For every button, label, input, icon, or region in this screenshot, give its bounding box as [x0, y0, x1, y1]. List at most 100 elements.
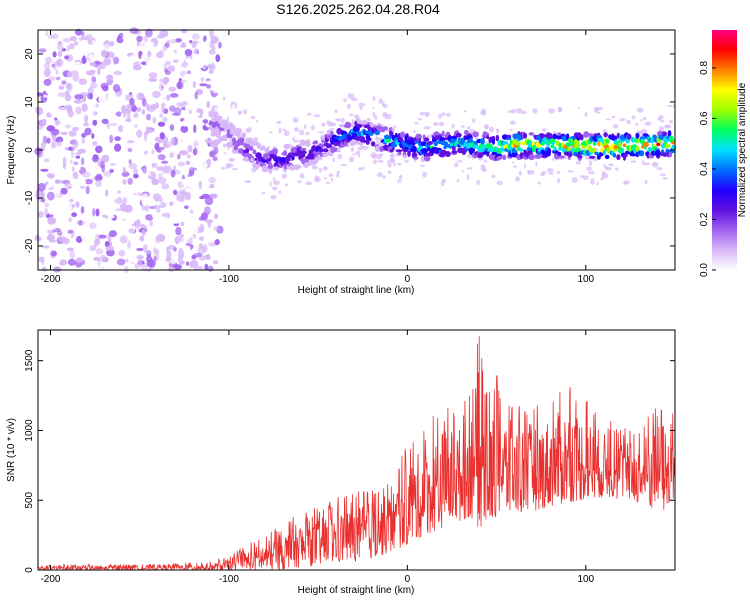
spectrogram-noise-cell — [66, 45, 70, 52]
spectrogram-noise-cell — [189, 259, 199, 268]
spectrogram-noise-cell — [154, 136, 162, 142]
spectrogram-faint-cell — [350, 146, 355, 153]
spectrogram-noise-cell — [212, 37, 218, 44]
spectrogram-faint-cell — [480, 165, 486, 172]
spectrogram-noise-cell — [110, 150, 116, 155]
spectrogram-faint-cell — [331, 122, 337, 127]
spectrogram-noise-cell — [130, 53, 139, 60]
spectrogram-noise-cell — [52, 159, 58, 168]
spectrogram-faint-cell — [350, 97, 358, 102]
spectrogram-faint-cell — [282, 128, 287, 132]
spectrogram-noise-cell — [109, 122, 118, 127]
spectrogram-noise-cell — [58, 236, 67, 243]
spectrogram-faint-cell — [419, 164, 425, 167]
spectrogram-noise-cell — [173, 189, 178, 196]
spectrogram-noise-cell — [184, 49, 193, 57]
spectrogram-ridge-cell — [589, 155, 596, 159]
spectrogram-noise-cell — [199, 257, 207, 261]
spectrogram-noise-cell — [206, 100, 210, 109]
spectrogram-faint-cell — [515, 176, 520, 182]
spectrogram-noise-cell — [168, 244, 176, 250]
spectrogram-noise-cell — [158, 187, 164, 196]
spectrogram-faint-cell — [372, 95, 376, 102]
spectrogram-faint-cell — [276, 120, 282, 125]
spectrogram-noise-cell — [97, 175, 103, 181]
spectrogram-noise-cell — [209, 151, 215, 158]
spectrogram-noise-cell — [47, 236, 52, 241]
spectrogram-faint-cell — [245, 129, 252, 133]
spectrogram-faint-cell — [305, 181, 313, 186]
spectrogram-ridge-cell — [283, 150, 288, 156]
spectrogram-noise-cell — [103, 171, 112, 177]
spectrogram-ridge-cell — [232, 137, 236, 144]
spectrogram-faint-cell — [392, 125, 397, 129]
spectrogram-noise-cell — [94, 175, 99, 182]
spectrogram-noise-cell — [114, 136, 121, 142]
spectrogram-noise-cell — [182, 118, 187, 127]
spectrogram-faint-cell — [398, 174, 403, 180]
spectrogram-ridge-cell — [299, 150, 307, 155]
spectrogram-noise-cell — [178, 145, 184, 150]
spectrogram-noise-cell — [81, 132, 87, 138]
spectrogram-faint-cell — [496, 180, 504, 186]
spectrogram-noise-cell — [71, 203, 75, 209]
spectrogram-faint-cell — [662, 177, 668, 180]
spectrogram-ridge-cell — [627, 133, 632, 140]
spectrogram-noise-cell — [105, 245, 115, 251]
spectrogram-noise-cell — [50, 41, 59, 47]
spectrogram-noise-cell — [90, 102, 97, 109]
spectrogram-ridge-cell — [286, 144, 291, 149]
spectrogram-noise-cell — [92, 208, 96, 217]
spectrogram-noise-cell — [204, 206, 211, 216]
snr-xtick-label: -200 — [40, 574, 60, 585]
spectrogram-noise-cell — [69, 35, 77, 42]
spectrogram-ridge-cell — [662, 131, 667, 137]
spectrogram-noise-cell — [178, 249, 185, 259]
spectrogram-ridge-cell — [267, 157, 272, 162]
spectrogram-ridge-cell — [323, 148, 329, 153]
spectrogram-noise-cell — [210, 193, 219, 199]
spectrogram-ridge-cell — [469, 147, 475, 153]
spectrogram-noise-cell — [124, 107, 132, 115]
spectrogram-noise-cell — [106, 74, 114, 81]
spectrogram-noise-cell — [84, 178, 93, 185]
spectrogram-noise-cell — [107, 214, 115, 219]
spectrogram-noise-cell — [214, 71, 219, 80]
spectrogram-noise-cell — [88, 53, 94, 60]
spectrogram-faint-cell — [456, 179, 460, 183]
spectrogram-ridge-cell — [364, 131, 369, 135]
spectrogram-ridge-cell — [306, 139, 311, 146]
spectrogram-faint-cell — [381, 103, 385, 106]
spectrogram-noise-cell — [161, 183, 170, 190]
spectrogram-noise-cell — [42, 266, 47, 272]
spectrogram-noise-cell — [61, 80, 67, 85]
spectrogram-noise-cell — [108, 230, 117, 238]
spectrogram-noise-cell — [116, 176, 122, 181]
spectrogram-noise-cell — [153, 256, 157, 262]
spectrogram-xlabel: Height of straight line (km) — [298, 285, 415, 296]
spectrogram-noise-cell — [174, 235, 180, 245]
spectrogram-noise-cell — [139, 235, 145, 242]
colorbar-tick-label: 0.0 — [699, 263, 710, 277]
spectrogram-faint-cell — [329, 127, 335, 131]
spectrogram-noise-cell — [143, 249, 152, 255]
spectrogram-faint-cell — [305, 131, 310, 136]
spectrogram-faint-cell — [457, 160, 463, 163]
spectrogram-noise-cell — [156, 201, 162, 206]
spectrogram-noise-cell — [99, 255, 108, 263]
spectrogram-faint-cell — [423, 126, 431, 130]
spectrogram-faint-cell — [438, 121, 444, 126]
spectrogram-ridge-cell — [486, 153, 490, 157]
spectrogram-noise-cell — [193, 48, 199, 55]
snr-ytick-label: 500 — [24, 491, 35, 508]
spectrogram-noise-cell — [36, 263, 42, 269]
spectrogram-noise-cell — [169, 201, 174, 206]
spectrogram-noise-cell — [184, 40, 190, 47]
snr-ytick-label: 0 — [24, 567, 35, 573]
spectrogram-noise-cell — [49, 107, 59, 116]
spectrogram-ridge-cell — [459, 139, 466, 145]
spectrogram-faint-cell — [283, 130, 290, 137]
spectrogram-ridge-cell — [482, 143, 486, 150]
spectrogram-noise-cell — [208, 49, 216, 55]
spectrogram-noise-cell — [123, 67, 128, 72]
